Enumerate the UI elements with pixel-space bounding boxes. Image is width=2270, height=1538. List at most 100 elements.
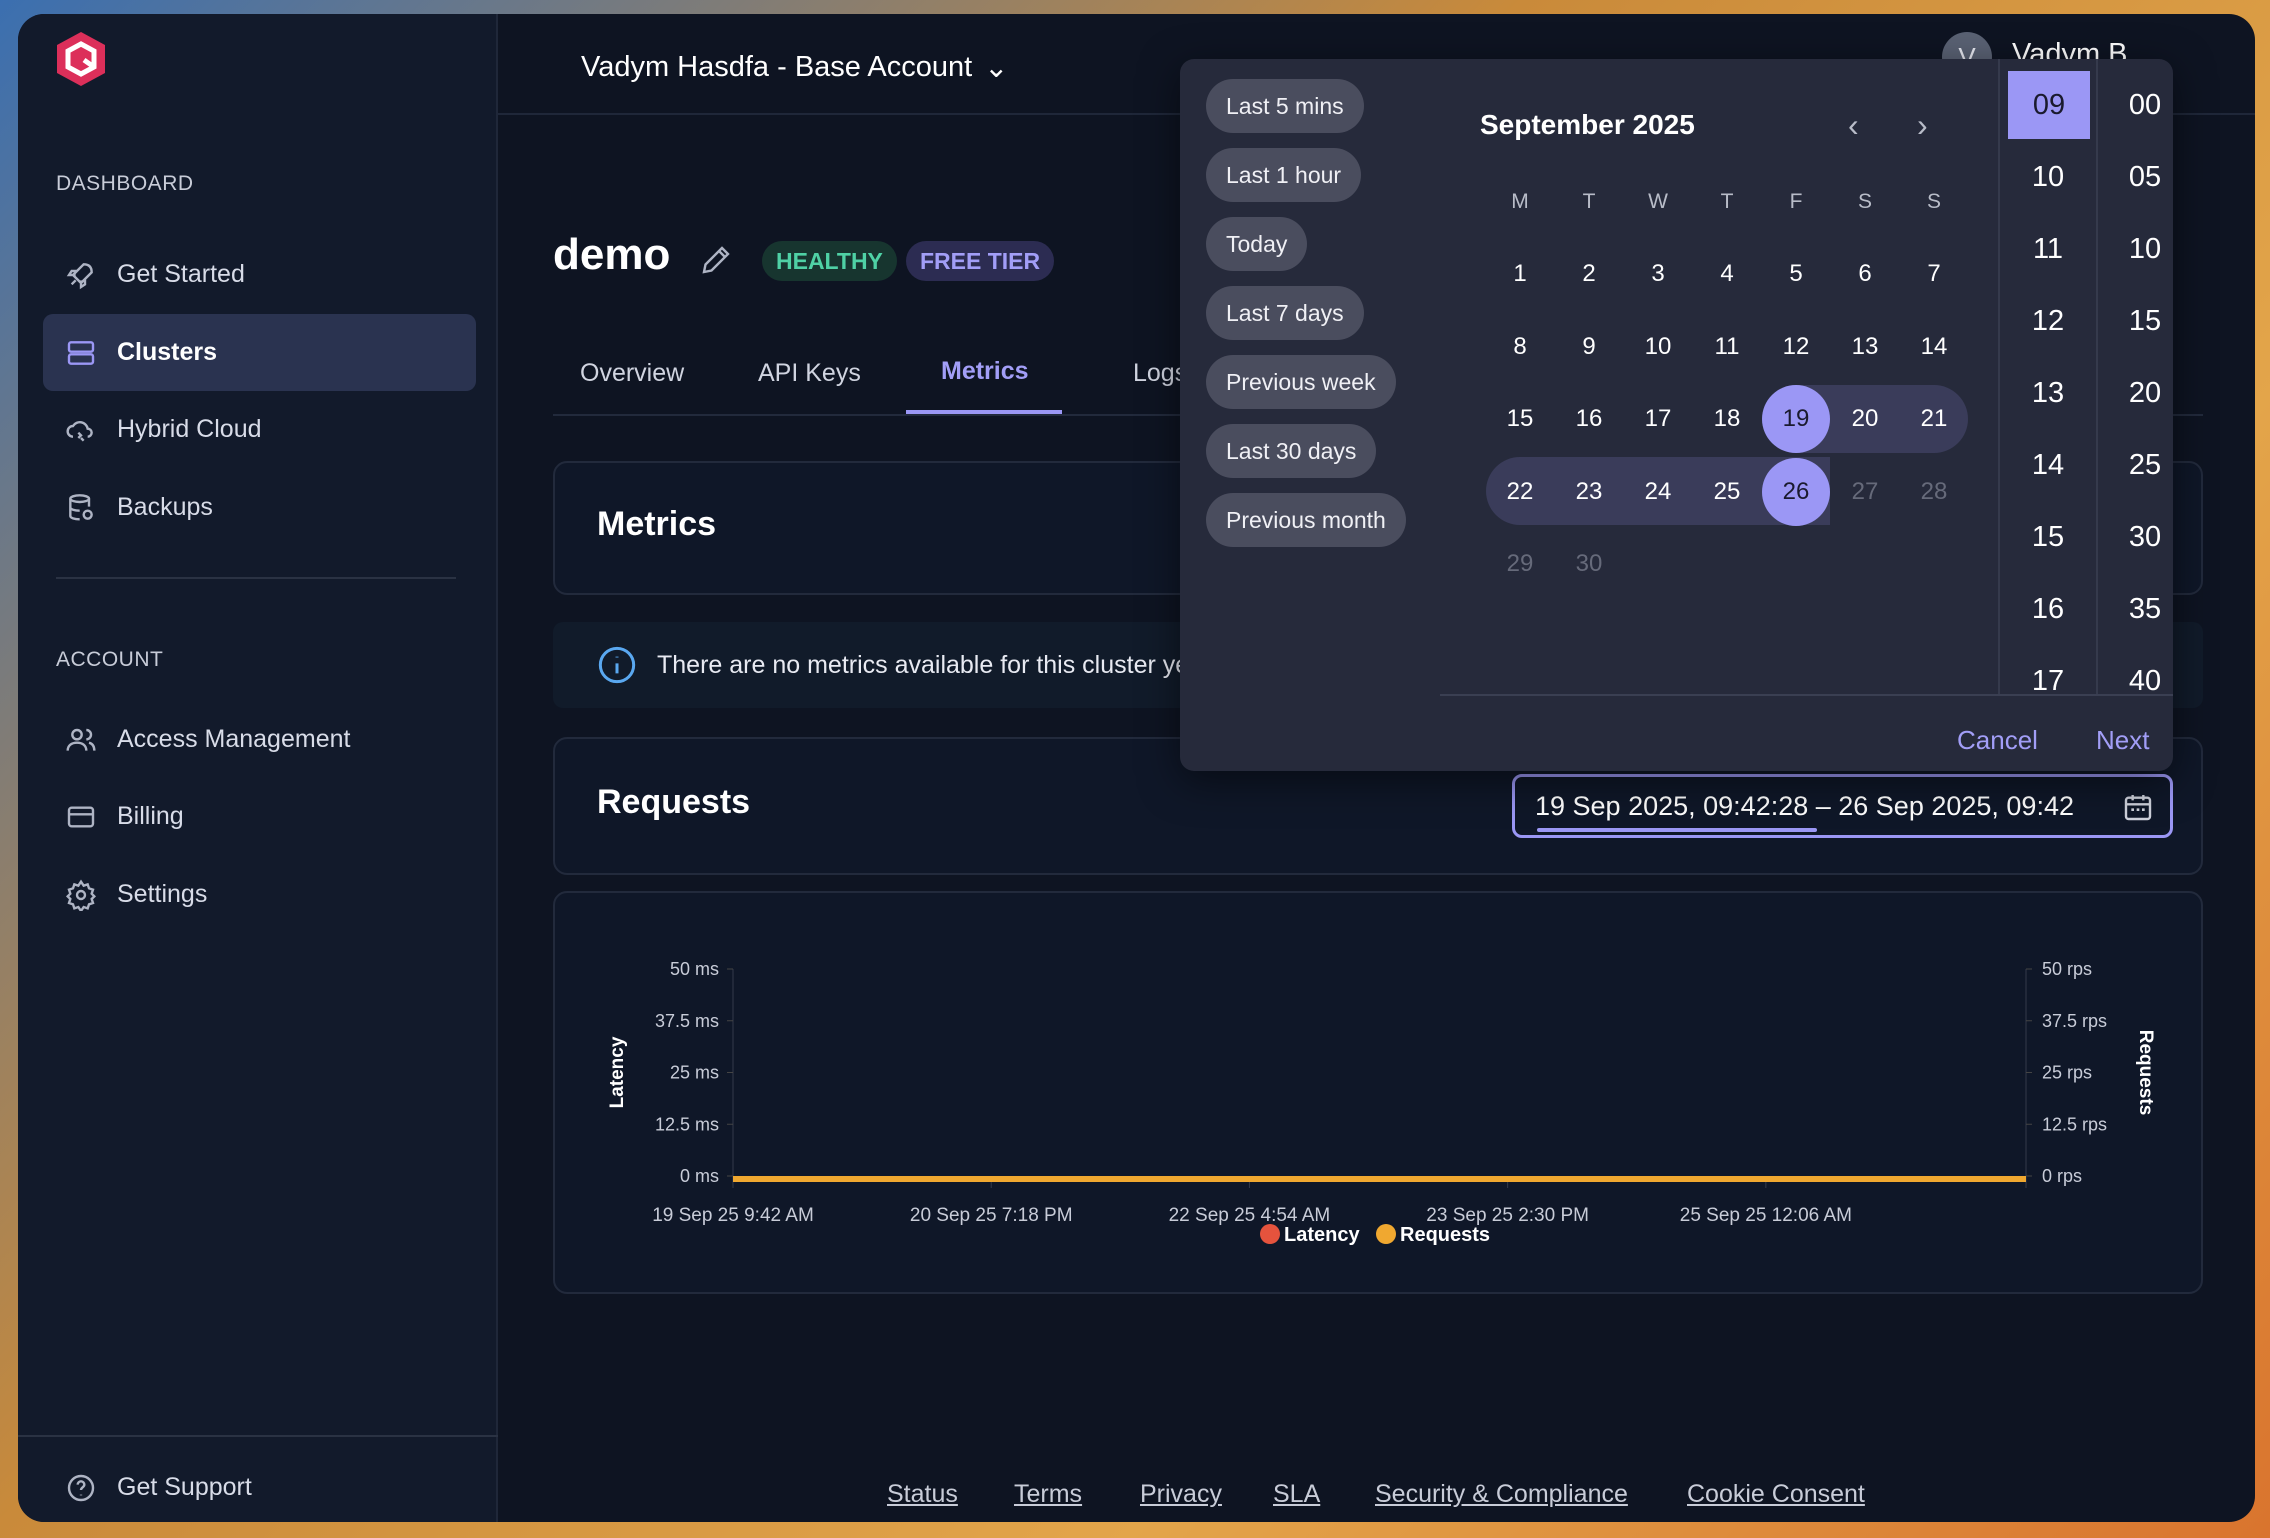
preset-last-30-days[interactable]: Last 30 days: [1206, 424, 1377, 478]
account-switcher[interactable]: Vadym Hasdfa - Base Account ⌄: [581, 50, 1008, 85]
sidebar-item-billing[interactable]: Billing: [43, 778, 476, 855]
calendar-day[interactable]: 30: [1575, 550, 1603, 577]
calendar-day[interactable]: 3: [1651, 260, 1665, 287]
calendar-day[interactable]: 9: [1582, 333, 1596, 360]
calendar-day[interactable]: 18: [1713, 405, 1741, 432]
footer-link-privacy[interactable]: Privacy: [1140, 1480, 1222, 1508]
calendar-day[interactable]: 10: [1644, 333, 1672, 360]
y-axis-label: Latency: [607, 1036, 628, 1108]
preset-previous-month[interactable]: Previous month: [1206, 493, 1406, 547]
next-button[interactable]: Next: [2096, 725, 2150, 755]
preset-today[interactable]: Today: [1206, 217, 1308, 271]
calendar-day[interactable]: 17: [1644, 405, 1672, 432]
preset-last-7-days[interactable]: Last 7 days: [1206, 286, 1364, 340]
date-range-input[interactable]: 19 Sep 2025, 09:42:28 – 26 Sep 2025, 09:…: [1512, 774, 2173, 838]
label: Settings: [117, 880, 208, 908]
footer-link-security[interactable]: Security & Compliance: [1375, 1480, 1628, 1508]
sidebar-item-settings[interactable]: Settings: [43, 856, 476, 933]
sidebar-item-hybrid-cloud[interactable]: Hybrid Cloud: [43, 391, 476, 468]
y2-axis-label: Requests: [2135, 1030, 2156, 1116]
calendar-day[interactable]: 16: [1575, 405, 1603, 432]
metrics-title: Metrics: [597, 505, 717, 543]
next-month-icon[interactable]: ›: [1917, 107, 1928, 143]
prev-month-icon[interactable]: ‹: [1848, 107, 1859, 143]
divider: [18, 1435, 498, 1437]
calendar-day[interactable]: 11: [1714, 333, 1740, 360]
logo[interactable]: [54, 30, 108, 88]
credit-card-icon: [67, 805, 95, 828]
minute-column[interactable]: 00 05 10 15 20 25 30 35 40: [2096, 59, 2192, 694]
label: Get Started: [117, 260, 245, 288]
footer-link-terms[interactable]: Terms: [1014, 1480, 1083, 1508]
hour-option[interactable]: 11: [2032, 233, 2064, 265]
calendar-day[interactable]: 1: [1513, 260, 1527, 287]
calendar-day[interactable]: 13: [1851, 333, 1879, 360]
calendar-day[interactable]: 20: [1851, 405, 1879, 432]
calendar-day[interactable]: 15: [1506, 405, 1534, 432]
calendar-day[interactable]: 2: [1582, 260, 1596, 287]
get-support-button[interactable]: Get Support: [43, 1449, 476, 1522]
preset-previous-week[interactable]: Previous week: [1206, 355, 1396, 409]
legend-label[interactable]: Requests: [1400, 1224, 1490, 1246]
sidebar: DASHBOARD Get Started Clusters Hybrid Cl…: [18, 14, 498, 1522]
calendar-day[interactable]: 29: [1506, 550, 1534, 577]
y-tick-label: 37.5 ms: [655, 1011, 719, 1031]
tab-api-keys[interactable]: API Keys: [758, 359, 861, 387]
hour-option[interactable]: 17: [2031, 665, 2065, 694]
legend-marker-requests: [1376, 1224, 1396, 1244]
rocket-icon: [66, 262, 93, 289]
hour-option[interactable]: 09: [2008, 71, 2090, 139]
calendar-day[interactable]: 21: [1920, 405, 1948, 432]
minute-option[interactable]: 00: [2128, 89, 2162, 121]
sidebar-item-backups[interactable]: Backups: [43, 469, 476, 546]
minute-option[interactable]: 35: [2128, 593, 2162, 625]
hour-option[interactable]: 14: [2031, 449, 2065, 481]
minute-option[interactable]: 20: [2128, 377, 2162, 409]
footer-link-sla[interactable]: SLA: [1273, 1480, 1321, 1508]
calendar-day[interactable]: 8: [1513, 333, 1527, 360]
calendar-day[interactable]: 7: [1927, 260, 1941, 287]
minute-option[interactable]: 10: [2128, 233, 2162, 265]
calendar-day[interactable]: 19: [1762, 385, 1830, 453]
calendar-day[interactable]: 6: [1858, 260, 1872, 287]
legend-label[interactable]: Latency: [1284, 1224, 1360, 1246]
minute-option[interactable]: 40: [2128, 665, 2162, 694]
calendar-day[interactable]: 4: [1720, 260, 1734, 287]
hour-option[interactable]: 10: [2031, 161, 2065, 193]
hour-option[interactable]: 15: [2031, 521, 2065, 553]
calendar-day[interactable]: 5: [1789, 260, 1803, 287]
preset-last-5-mins[interactable]: Last 5 mins: [1206, 79, 1364, 133]
sidebar-item-access-management[interactable]: Access Management: [43, 701, 476, 778]
minute-option[interactable]: 30: [2128, 521, 2162, 553]
tab-logs[interactable]: Logs: [1133, 359, 1188, 387]
calendar-day[interactable]: 12: [1782, 333, 1810, 360]
footer-link-cookie-consent[interactable]: Cookie Consent: [1687, 1480, 1865, 1508]
weekday-label: S: [1857, 190, 1872, 213]
footer-link-status[interactable]: Status: [887, 1480, 958, 1508]
edit-pencil-icon[interactable]: [698, 242, 734, 278]
x-tick-label: 22 Sep 25 4:54 AM: [1169, 1205, 1331, 1226]
minute-option[interactable]: 05: [2128, 161, 2162, 193]
sidebar-item-get-started[interactable]: Get Started: [43, 236, 476, 313]
minute-option[interactable]: 25: [2128, 449, 2162, 481]
hour-option[interactable]: 12: [2031, 305, 2065, 337]
calendar-day[interactable]: 22: [1506, 478, 1534, 505]
chart-card: 0 ms 0 rps 12.5 ms 12.5 rps 25 ms 25 rps 37.5 …: [553, 891, 2203, 1294]
tab-overview[interactable]: Overview: [580, 359, 685, 387]
minute-option[interactable]: 15: [2128, 305, 2162, 337]
calendar-day[interactable]: 14: [1920, 333, 1948, 360]
hour-option[interactable]: 16: [2031, 593, 2065, 625]
calendar-day[interactable]: 28: [1920, 478, 1948, 505]
calendar-icon[interactable]: [2122, 791, 2154, 823]
cancel-button[interactable]: Cancel: [1957, 725, 2038, 755]
sidebar-item-clusters[interactable]: Clusters: [43, 314, 476, 391]
preset-last-1-hour[interactable]: Last 1 hour: [1206, 148, 1362, 202]
tab-metrics[interactable]: Metrics: [941, 357, 1029, 385]
calendar-day[interactable]: 25: [1713, 478, 1741, 505]
hour-option[interactable]: 13: [2031, 377, 2065, 409]
calendar-day[interactable]: 23: [1575, 478, 1603, 505]
hour-column[interactable]: 09 10 11 12 13 14 15 16 17: [1998, 59, 2096, 694]
calendar-day[interactable]: 27: [1851, 478, 1879, 505]
calendar-day[interactable]: 24: [1644, 478, 1672, 505]
calendar-day[interactable]: 26: [1762, 458, 1830, 526]
